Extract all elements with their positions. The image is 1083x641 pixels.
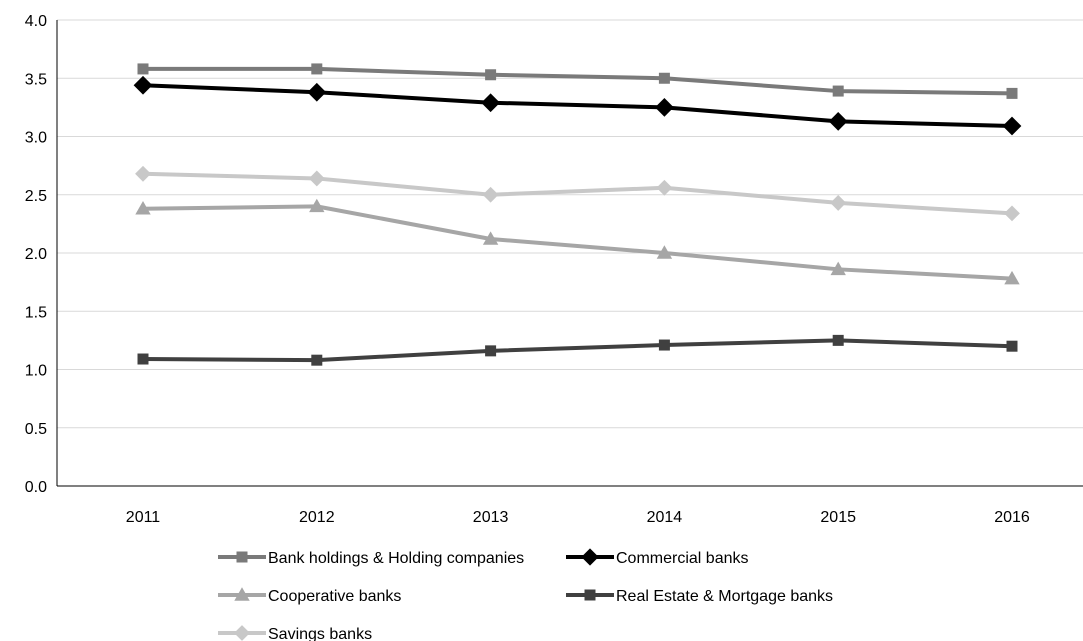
y-tick-label: 3.0 (25, 130, 47, 147)
data-point (655, 98, 674, 117)
data-point (658, 339, 670, 351)
legend-swatch-marker (584, 589, 596, 601)
data-point (656, 179, 673, 196)
y-tick-label: 0.5 (25, 421, 47, 438)
series-line-savings-banks (142, 171, 1013, 216)
y-tick-label: 1.5 (25, 304, 47, 321)
y-tick-label: 3.5 (25, 71, 47, 88)
y-tick-label: 2.5 (25, 188, 47, 205)
axis-layer: 0.0 0.5 1.0 1.5 2.0 2.5 3.0 3.5 4.0 2011 2012 2013 2… (25, 13, 1083, 526)
data-point (309, 198, 325, 213)
x-tick-label: 2014 (647, 509, 683, 526)
data-point (658, 72, 670, 84)
series-commercial-banks (133, 75, 1022, 136)
legend-swatch-marker (581, 548, 599, 566)
data-point (832, 334, 844, 346)
legend-entry-commercial-banks: Commercial banks (566, 548, 748, 567)
series-bank-holdings-holding-companies (137, 63, 1018, 99)
data-point (656, 245, 673, 259)
data-point (307, 82, 327, 102)
legend-label: Cooperative banks (268, 588, 401, 605)
x-tick-label: 2012 (299, 509, 335, 526)
legend-entry-savings-banks: Savings banks (218, 625, 372, 641)
data-point (482, 186, 499, 203)
data-point (137, 63, 149, 75)
data-point (482, 231, 499, 245)
x-tick-label: 2015 (820, 509, 856, 526)
series-layer (133, 63, 1022, 366)
series-line-cooperative-banks (142, 204, 1013, 281)
data-point (830, 194, 847, 211)
legend-entry-real-estate-mortgage-banks: Real Estate & Mortgage banks (566, 588, 833, 605)
data-point (133, 75, 153, 95)
data-point (828, 111, 848, 131)
data-point (311, 354, 323, 366)
series-savings-banks (135, 165, 1020, 222)
series-line-real-estate-mortgage-banks (142, 338, 1013, 363)
legend-entry-bank-holdings-holding-companies: Bank holdings & Holding companies (218, 550, 524, 567)
data-point (1006, 87, 1018, 99)
legend-label: Commercial banks (616, 550, 748, 567)
data-point (1004, 205, 1020, 222)
legend-swatch-marker (236, 551, 248, 563)
legend-swatch-marker (234, 587, 250, 601)
legend-swatch-marker (234, 625, 250, 641)
legend-entry-cooperative-banks: Cooperative banks (218, 587, 401, 605)
data-point (308, 170, 325, 187)
y-tick-label: 4.0 (25, 13, 47, 30)
data-point (830, 261, 846, 276)
x-tick-label: 2011 (126, 509, 161, 526)
data-point (481, 93, 500, 113)
data-point (1002, 116, 1022, 136)
x-tick-label: 2016 (994, 509, 1030, 526)
data-point (137, 353, 149, 365)
legend-label: Real Estate & Mortgage banks (616, 588, 833, 605)
series-real-estate-mortgage-banks (137, 334, 1018, 366)
data-point (135, 201, 151, 215)
series-line-commercial-banks (142, 83, 1013, 129)
grid-layer (57, 19, 1083, 429)
y-tick-label: 1.0 (25, 363, 47, 380)
data-point (485, 69, 497, 81)
legend: Bank holdings & Holding companies Commerc… (218, 548, 833, 641)
data-point (832, 85, 844, 97)
data-point (485, 345, 497, 357)
data-point (135, 165, 151, 182)
legend-label: Savings banks (268, 626, 372, 641)
legend-label: Bank holdings & Holding companies (268, 550, 524, 567)
data-point (311, 63, 323, 75)
series-line-bank-holdings-holding-companies (143, 66, 1013, 96)
data-point (1004, 270, 1020, 285)
y-tick-label: 2.0 (25, 246, 47, 263)
x-tick-label: 2013 (473, 509, 509, 526)
series-cooperative-banks (135, 198, 1020, 285)
y-tick-label: 0.0 (25, 479, 47, 496)
data-point (1006, 340, 1018, 352)
